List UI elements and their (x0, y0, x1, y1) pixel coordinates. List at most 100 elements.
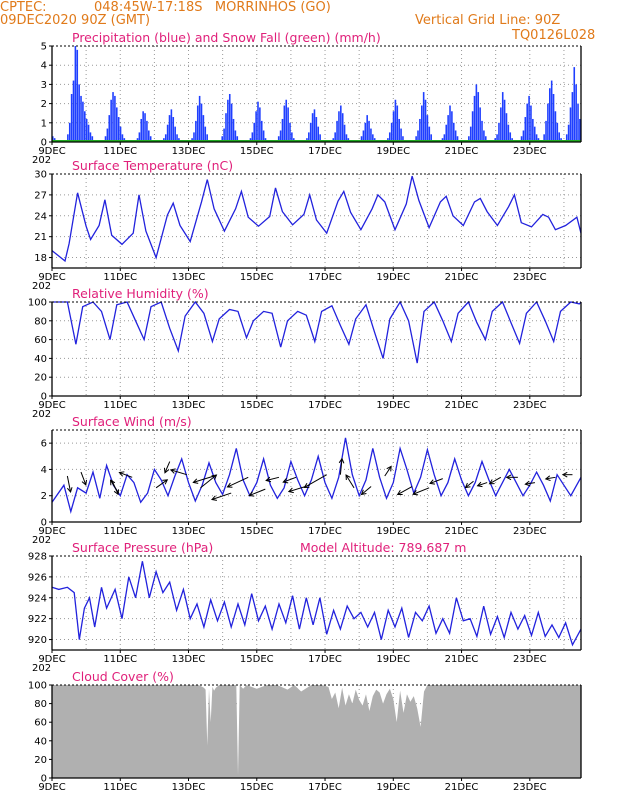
precipitation-bar (138, 132, 141, 142)
precipitation-bar (206, 134, 208, 142)
humidity-line (52, 300, 582, 364)
precipitation-bar (496, 134, 498, 142)
x-tick-label: 11DEC (103, 782, 137, 793)
y-tick-label: 60 (34, 335, 47, 346)
wind-arrow-head (360, 489, 367, 496)
precipitation-bar (225, 113, 227, 142)
x-tick-label: 9DEC (38, 526, 65, 537)
x-tick-label: 17DEC (308, 146, 342, 157)
precipitation-bar (85, 118, 88, 142)
y-tick-label: 20 (34, 755, 47, 766)
precipitation-bar (509, 132, 512, 142)
precipitation-bar (443, 134, 446, 142)
x-tick-label: 13DEC (172, 782, 206, 793)
y-tick-label: 2 (41, 491, 47, 502)
precipitation-bar (567, 124, 570, 142)
x-tick-label: 15DEC (240, 654, 274, 665)
precipitation-bar (119, 126, 122, 142)
precipitation-bar (471, 111, 474, 142)
precipitation-bar (110, 99, 112, 142)
precipitation-bar (291, 132, 293, 142)
precipitation-bar (500, 107, 502, 142)
precipitation-bar (430, 134, 432, 142)
temperature-title: Surface Temperature (nC) (72, 158, 233, 173)
x-tick-label: 21DEC (445, 526, 479, 537)
wind-arrow (266, 476, 280, 481)
precipitation-bar (533, 126, 536, 142)
precipitation-bar (520, 136, 523, 142)
wind-arrow (397, 486, 413, 495)
wind-arrow-head (226, 482, 233, 488)
wind-arrow-head (396, 490, 403, 496)
precipitation-bar (445, 124, 448, 142)
precipitation-bar (468, 136, 470, 142)
y-tick-label: 926 (28, 572, 47, 583)
precipitation-bar (398, 118, 400, 142)
precipitation-bar (334, 132, 336, 142)
grid-note-label: Vertical Grid Line: 90Z (415, 13, 561, 28)
x-tick-label: 19DEC (376, 400, 410, 411)
precipitation-bar (289, 122, 291, 142)
x-tick-label: 13DEC (172, 272, 206, 283)
precipitation-bar (78, 84, 80, 142)
precipitation-bar (117, 117, 120, 142)
x-tick-label: 15DEC (240, 146, 274, 157)
y-tick-label: 920 (28, 635, 47, 646)
precipitation-bar (82, 101, 84, 142)
precipitation-bar (577, 103, 579, 142)
location-label: 048:45W-17:18S MORRINHOS (GO) (94, 0, 331, 15)
precipitation-bar (253, 122, 256, 142)
wind-arrow (465, 480, 474, 489)
precipitation-bar (526, 103, 528, 142)
precipitation-bar (366, 115, 368, 142)
x-tick-label: 23DEC (513, 654, 547, 665)
precipitation-bar (503, 99, 506, 142)
humidity-title: Relative Humidity (%) (72, 286, 209, 301)
precipitation-bar (424, 99, 427, 142)
precipitation-bar (202, 115, 205, 142)
precipitation-bar (106, 128, 109, 142)
precipitation-bar (204, 126, 207, 142)
year-label: 202 (32, 281, 51, 292)
x-tick-label: 17DEC (308, 400, 342, 411)
precipitation-bar (200, 103, 203, 142)
x-tick-label: 23DEC (513, 526, 547, 537)
precipitation-bar (388, 132, 391, 142)
y-tick-label: 3 (41, 80, 47, 91)
precipitation-bar (571, 92, 574, 142)
precipitation-bar (417, 130, 419, 142)
temperature-panel: 18 21 24 27 30 9DEC 11DEC 13DEC 15DEC 17DEC 19DEC 2… (32, 158, 582, 292)
x-tick-label: 9DEC (38, 400, 65, 411)
precipitation-bar (341, 113, 344, 142)
wind-arrow-head (211, 474, 218, 480)
precipitation-bar (483, 130, 485, 142)
precipitation-bar (545, 120, 547, 142)
precipitation-bar (484, 136, 487, 142)
precipitation-bar (569, 107, 572, 142)
precipitation-bar (505, 113, 508, 142)
x-tick-label: 23DEC (513, 272, 547, 283)
precipitation-bar (522, 130, 525, 142)
humidity-panel: 0 20 40 60 80 100 9DEC 11DEC 13DEC 15DEC 17DEC 19DE… (28, 286, 582, 420)
x-tick-label: 15DEC (240, 782, 274, 793)
cloud-title: Cloud Cover (%) (72, 669, 174, 684)
precipitation-bar (550, 80, 553, 142)
precipitation-bar (236, 136, 239, 142)
x-tick-label: 11DEC (103, 146, 137, 157)
precipitation-bar (535, 134, 538, 142)
wind-arrow (283, 476, 297, 483)
precipitation-bar (223, 128, 225, 142)
wind-arrow-head (476, 481, 483, 488)
precipitation-bar (372, 134, 374, 142)
wind-arrow-head (544, 475, 551, 482)
precipitation-bar (279, 130, 282, 142)
precipitation-bar (89, 132, 92, 142)
precipitation-bar (277, 136, 280, 142)
wind-arrow (110, 480, 119, 494)
wind-arrow-head (338, 457, 345, 464)
y-tick-label: 100 (28, 681, 47, 692)
precipitation-bar (479, 107, 481, 142)
x-tick-label: 15DEC (240, 526, 274, 537)
precipitation-bar (287, 107, 289, 142)
